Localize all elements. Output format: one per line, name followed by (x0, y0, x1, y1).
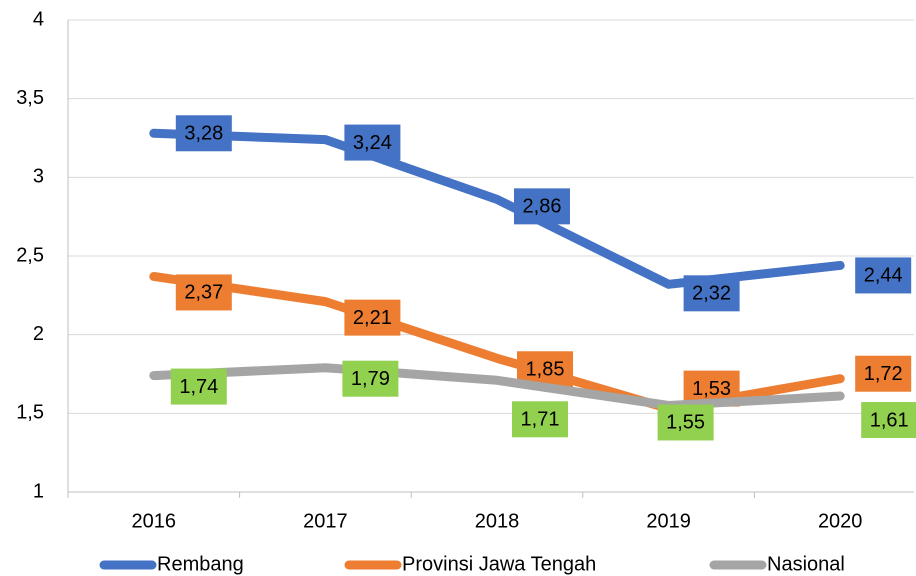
data-label: 2,44 (864, 265, 903, 287)
data-label-box (683, 275, 740, 312)
y-tick-label: 3,5 (16, 87, 44, 109)
legend-label: Rembang (157, 553, 244, 575)
x-tick-label: 2019 (646, 510, 691, 532)
data-label-box (514, 188, 570, 225)
data-label-box (342, 360, 399, 397)
data-label: 1,55 (666, 412, 705, 434)
data-label-box (512, 401, 568, 438)
data-label: 1,71 (521, 409, 560, 431)
data-label: 1,72 (864, 363, 903, 385)
data-label: 3,24 (353, 132, 392, 154)
series-line (149, 128, 845, 289)
data-label-box (170, 368, 227, 405)
legend-label: Nasional (767, 553, 845, 575)
data-label-box (344, 299, 401, 336)
y-tick-label: 2,5 (16, 244, 44, 266)
x-tick-label: 2016 (132, 510, 177, 532)
data-label-box (344, 124, 401, 161)
x-tick-label: 2018 (475, 510, 520, 532)
x-tick-label: 2020 (818, 510, 863, 532)
data-label-box (855, 355, 912, 392)
data-label: 1,85 (526, 359, 565, 381)
data-label: 3,28 (184, 123, 223, 145)
data-label: 2,86 (523, 196, 562, 218)
data-label: 2,32 (692, 283, 731, 305)
y-tick-label: 2 (33, 323, 44, 345)
y-tick-label: 3 (33, 166, 44, 188)
series-line (149, 363, 845, 410)
legend-label: Provinsi Jawa Tengah (402, 553, 596, 575)
data-label: 2,21 (353, 307, 392, 329)
data-label-box (175, 115, 232, 152)
y-tick-label: 4 (33, 8, 44, 30)
y-tick-label: 1,5 (16, 402, 44, 424)
data-label-box (657, 404, 714, 441)
data-label-box (175, 274, 232, 311)
data-label-box (861, 402, 916, 439)
data-label-box (855, 257, 912, 294)
data-label: 1,74 (179, 376, 218, 398)
data-label: 2,37 (184, 282, 223, 304)
y-tick-label: 1 (33, 480, 44, 502)
data-label: 1,53 (692, 378, 731, 400)
data-label: 1,79 (351, 368, 390, 390)
x-tick-label: 2017 (303, 510, 348, 532)
data-label: 1,61 (870, 409, 909, 431)
